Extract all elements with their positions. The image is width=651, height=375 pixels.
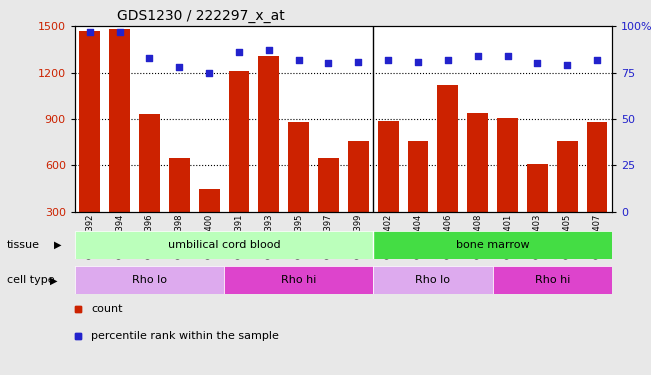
Text: ▶: ▶ [54, 240, 62, 250]
Point [234, 49, 244, 55]
Bar [75, 231, 373, 259]
Point [174, 64, 184, 70]
Point [562, 62, 572, 68]
Point [115, 29, 125, 35]
Text: Rho hi: Rho hi [534, 275, 570, 285]
Text: Rho lo: Rho lo [415, 275, 450, 285]
Bar [587, 122, 607, 258]
Bar [75, 266, 224, 294]
Text: tissue: tissue [7, 240, 40, 250]
Text: ▶: ▶ [49, 275, 57, 285]
Bar [318, 158, 339, 258]
Bar [229, 71, 249, 258]
Point [85, 29, 95, 35]
Bar [199, 189, 219, 258]
Text: GDS1230 / 222297_x_at: GDS1230 / 222297_x_at [117, 9, 285, 23]
Bar [493, 266, 612, 294]
Point [204, 70, 214, 76]
Text: cell type: cell type [7, 275, 54, 285]
Text: percentile rank within the sample: percentile rank within the sample [91, 331, 279, 340]
Point [383, 57, 393, 63]
Point [503, 53, 513, 59]
Point [324, 60, 334, 66]
Bar [169, 158, 189, 258]
Bar [288, 122, 309, 258]
Bar [79, 31, 100, 258]
Bar [467, 113, 488, 258]
Point [294, 57, 304, 63]
Bar [373, 231, 612, 259]
Text: Rho hi: Rho hi [281, 275, 316, 285]
Bar [258, 56, 279, 258]
Point [413, 58, 423, 64]
Bar [109, 29, 130, 258]
Bar [408, 141, 428, 258]
Text: umbilical cord blood: umbilical cord blood [168, 240, 281, 250]
Bar [224, 266, 373, 294]
Point [264, 47, 274, 53]
Bar [437, 85, 458, 258]
Text: count: count [91, 304, 122, 314]
Point [592, 57, 602, 63]
Bar [557, 141, 577, 258]
Bar [378, 121, 398, 258]
Point [473, 53, 483, 59]
Point [443, 57, 453, 63]
Point [353, 58, 363, 64]
Point [145, 55, 155, 61]
Text: Rho lo: Rho lo [132, 275, 167, 285]
Bar [348, 141, 368, 258]
Bar [139, 114, 160, 258]
Bar [497, 117, 518, 258]
Point [532, 60, 542, 66]
Bar [527, 164, 547, 258]
Text: bone marrow: bone marrow [456, 240, 529, 250]
Bar [373, 266, 493, 294]
